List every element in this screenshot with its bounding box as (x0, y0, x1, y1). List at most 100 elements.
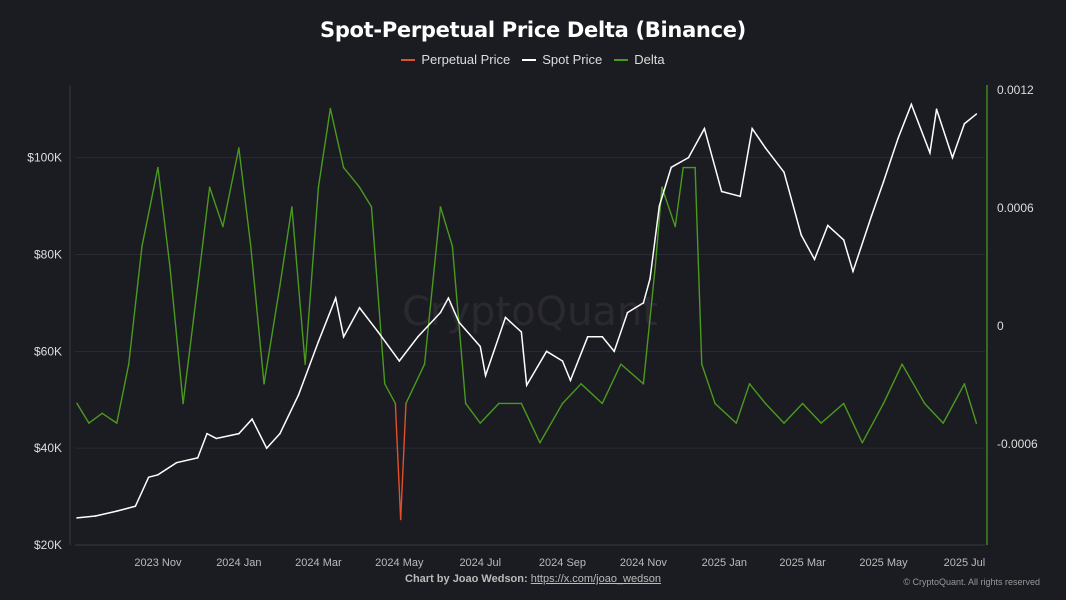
delta-segment (384, 383, 396, 404)
spot-price-point (897, 137, 899, 140)
spot-price-point (317, 340, 320, 343)
spot-price-point (147, 476, 150, 479)
delta-point (451, 245, 454, 247)
delta-segment (317, 108, 332, 188)
y-right-tick-label: 0.0012 (997, 83, 1034, 97)
delta-point (76, 402, 78, 405)
delta-segment (520, 403, 541, 444)
delta-point (748, 383, 751, 385)
spot-price-point (910, 103, 913, 106)
legend-spot-price[interactable]: Spot Price (522, 52, 602, 67)
delta-segment (694, 167, 703, 365)
delta-point (383, 383, 386, 385)
delta-point (923, 402, 926, 405)
delta-point (682, 166, 684, 169)
y-left-tick-label: $20K (34, 538, 62, 552)
delta-segment (343, 167, 361, 188)
delta-segment (735, 383, 751, 424)
author-link[interactable]: https://x.com/joao_wedson (530, 573, 661, 585)
delta-point (157, 166, 159, 169)
delta-point (115, 422, 118, 424)
delta-segment (238, 147, 252, 247)
spot-price-point (813, 258, 816, 261)
delta-point (141, 245, 143, 247)
delta-point (464, 402, 467, 405)
spot-price-point (265, 447, 268, 449)
delta-segment (329, 108, 345, 168)
y-left-tick-label: $60K (34, 344, 62, 358)
delta-segment (358, 186, 373, 208)
y-left-tick-label: $100K (27, 151, 62, 165)
delta-point (764, 402, 767, 405)
delta-segment (76, 403, 90, 424)
delta-point (169, 265, 171, 267)
legend-delta[interactable]: Delta (614, 52, 665, 67)
delta-point (208, 186, 211, 189)
delta-point (222, 225, 224, 228)
spot-price-point (929, 151, 931, 154)
delta-point (329, 107, 332, 110)
delta-point (317, 186, 320, 189)
spot-price-point (215, 437, 218, 440)
x-tick-label: 2023 Nov (134, 557, 182, 569)
spot-price-point (670, 166, 673, 169)
x-tick-label: 2025 Jan (702, 557, 747, 569)
delta-segment (197, 187, 211, 286)
delta-segment (882, 363, 903, 404)
delta-point (700, 363, 703, 365)
delta-point (561, 402, 564, 405)
delta-segment (714, 402, 737, 424)
spot-price-point (484, 374, 487, 377)
spot-price-point (458, 321, 460, 324)
delta-point (842, 402, 845, 405)
spot-price-point (951, 156, 954, 159)
delta-point (714, 402, 716, 405)
delta-segment (661, 186, 676, 227)
spot-price-point (658, 205, 661, 207)
delta-segment (748, 383, 766, 404)
delta-segment (764, 402, 785, 424)
spot-price-point (545, 350, 548, 353)
spot-price-point (783, 171, 785, 173)
delta-segment (279, 206, 293, 286)
delta-segment (642, 265, 657, 384)
delta-point (88, 422, 90, 424)
spot-price-point (279, 432, 281, 435)
spot-price-point (569, 379, 572, 382)
spot-price-point (377, 331, 379, 333)
delta-point (694, 166, 696, 169)
delta-point (196, 284, 199, 287)
delta-segment (304, 187, 320, 365)
spot-price-point (842, 239, 845, 241)
delta-segment (701, 363, 716, 404)
delta-segment (580, 383, 603, 404)
spot-price-point (561, 360, 564, 362)
delta-point (963, 383, 966, 385)
delta-point (601, 402, 604, 405)
y-right-tick-label: 0.0006 (997, 201, 1034, 215)
spot-price-point (134, 505, 137, 508)
x-tick-label: 2024 Jul (459, 557, 501, 569)
spot-price-point (175, 461, 178, 464)
delta-point (735, 422, 738, 424)
spot-price-point (963, 122, 966, 125)
delta-segment (479, 402, 500, 424)
legend-swatch (401, 58, 416, 61)
legend-label: Spot Price (542, 52, 603, 67)
spot-price-point (800, 234, 803, 236)
delta-segment (901, 363, 926, 404)
spot-price-point (417, 335, 419, 338)
delta-segment (157, 167, 171, 266)
delta-point (358, 186, 361, 189)
delta-point (520, 402, 523, 405)
delta-point (439, 206, 442, 208)
chart-title: Spot-Perpetual Price Delta (Binance) (320, 18, 746, 42)
x-tick-label: 2024 Mar (295, 557, 342, 569)
spot-price-point (739, 195, 742, 198)
spot-price-line (76, 102, 977, 519)
delta-point (580, 383, 582, 385)
delta-point (249, 245, 252, 247)
spot-price-point (342, 335, 345, 338)
delta-segment (423, 206, 442, 365)
legend-perpetual-price[interactable]: Perpetual Price (401, 52, 510, 67)
